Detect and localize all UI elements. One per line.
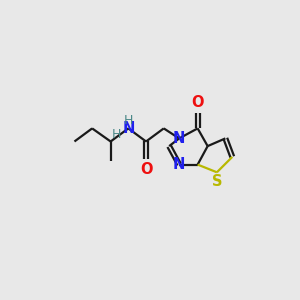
Text: H: H [124,114,133,127]
Text: N: N [122,121,134,136]
Text: N: N [173,157,185,172]
Text: O: O [140,162,152,177]
Text: H: H [112,128,122,141]
Text: O: O [191,95,204,110]
Text: S: S [212,174,222,189]
Text: N: N [173,131,185,146]
